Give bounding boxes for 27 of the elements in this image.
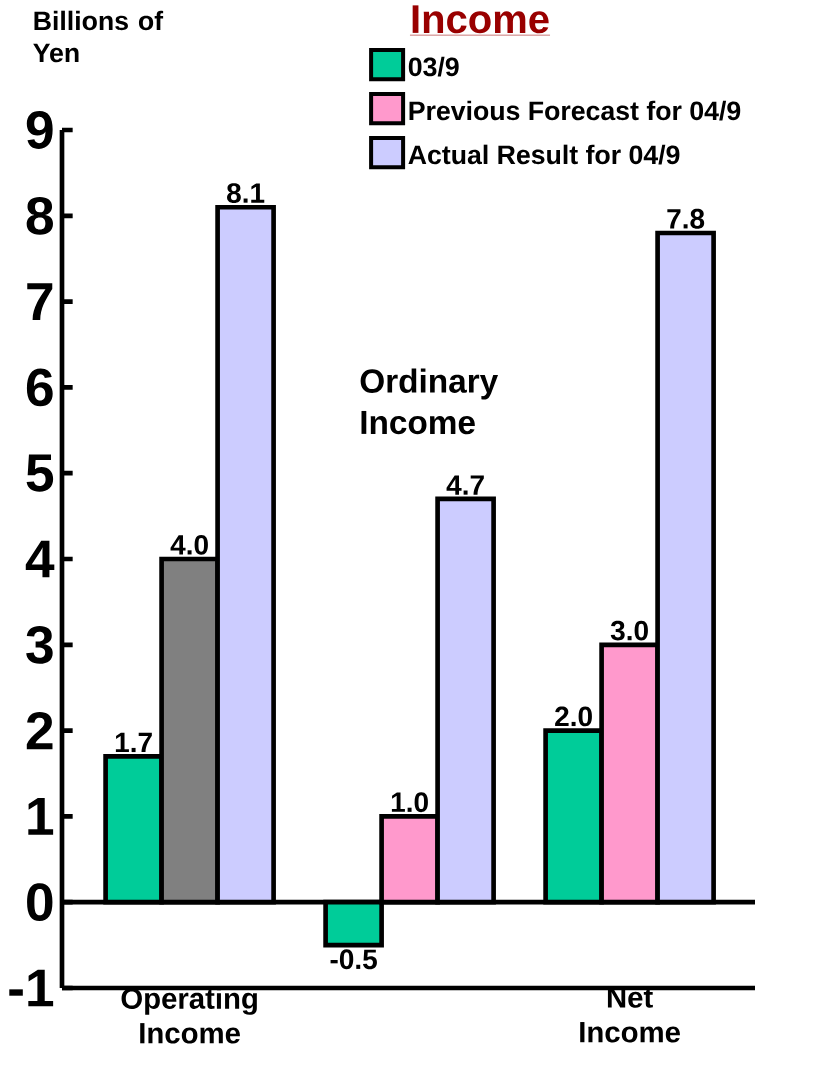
- legend-label: 03/9: [408, 56, 459, 77]
- data-label: 3.0: [610, 620, 648, 641]
- y-tick-label: 1: [28, 798, 54, 835]
- y-tick-label: 7: [27, 283, 53, 320]
- y-tick-label: 3: [26, 625, 53, 664]
- x-tick-label: Ordinary Income: [360, 368, 499, 435]
- y-tick-label: 5: [26, 454, 54, 492]
- data-label: 7.8: [667, 208, 705, 229]
- y-tick-label: 4: [25, 540, 55, 578]
- data-label: 8.1: [227, 183, 265, 203]
- y-tick-label: 6: [26, 368, 53, 407]
- x-tick-label: Operating Income: [121, 987, 257, 1044]
- data-label: -0.5: [330, 949, 377, 970]
- data-label: 4.0: [170, 534, 208, 555]
- legend-label: Actual Result for 04/9: [408, 144, 680, 165]
- data-label: 4.7: [446, 475, 484, 495]
- y-axis-title: Billions of Yen: [33, 10, 164, 63]
- y-tick-label: 0: [27, 883, 53, 922]
- y-tick-label: 2: [26, 711, 53, 750]
- data-label: 1.7: [115, 732, 152, 753]
- data-label: 2.0: [555, 706, 592, 727]
- chart-title: Income: [412, 5, 549, 34]
- legend-label: Previous Forecast for 04/9: [409, 100, 741, 121]
- data-label: 1.0: [391, 792, 428, 813]
- y-tick-label: -1: [9, 969, 54, 1007]
- y-tick-label: 8: [26, 196, 53, 235]
- y-tick-label: 9: [26, 111, 53, 149]
